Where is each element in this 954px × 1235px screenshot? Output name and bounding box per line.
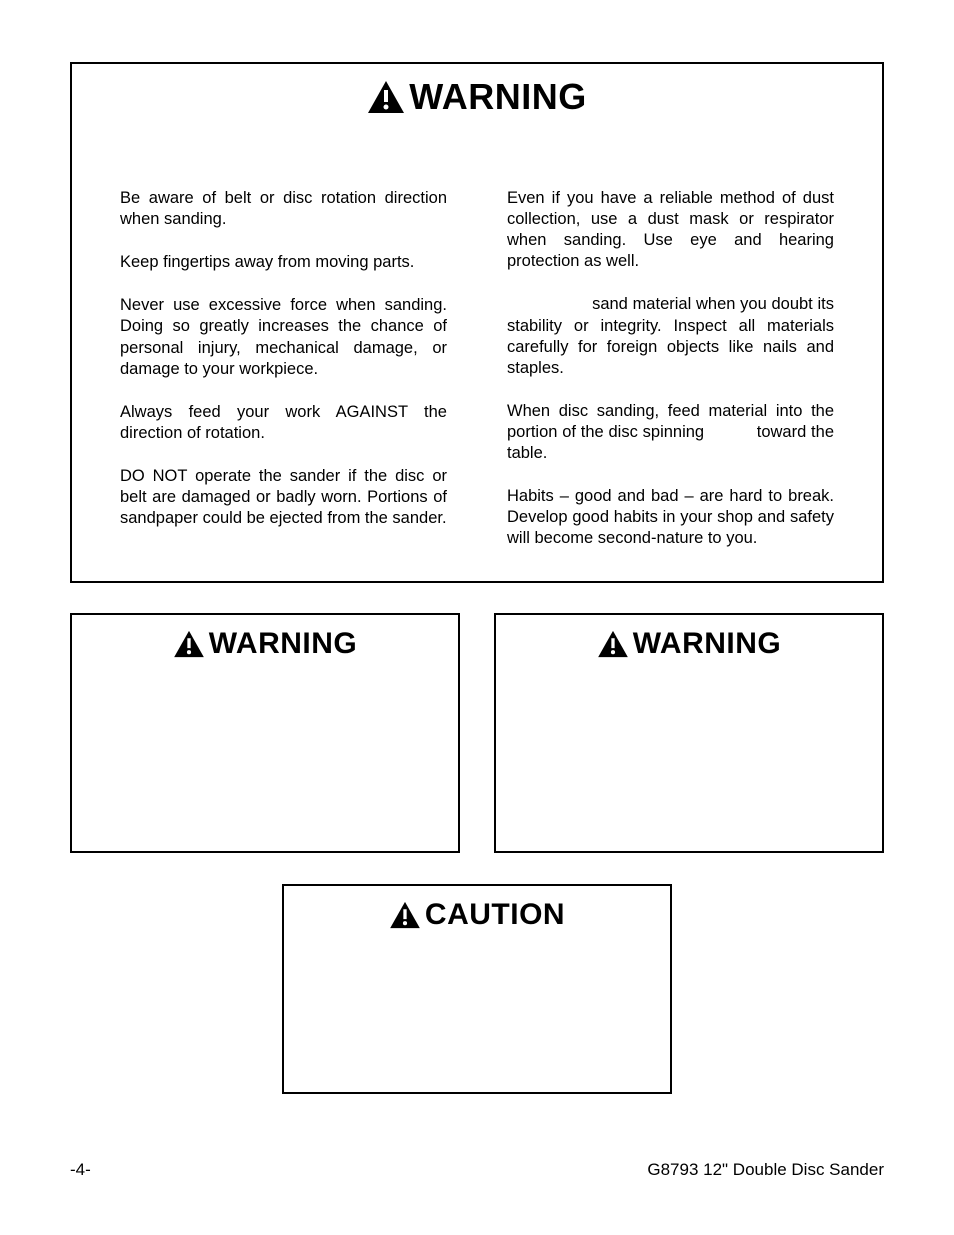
warning-header-main: WARNING (72, 64, 882, 118)
alert-triangle-icon (367, 80, 405, 114)
alert-triangle-icon (389, 901, 421, 929)
warning-box-left: WARNING (70, 613, 460, 853)
manual-page: WARNING Be aware of belt or disc rotatio… (0, 0, 954, 1235)
right-column: Even if you have a reliable method of du… (507, 188, 834, 550)
safety-paragraph: Always feed your work AGAINST the direct… (120, 402, 447, 444)
safety-paragraph: sand material when you doubt its stabili… (507, 294, 834, 378)
safety-paragraph: When disc sanding, feed material into th… (507, 401, 834, 464)
safety-paragraph: Habits – good and bad – are hard to brea… (507, 486, 834, 549)
safety-paragraph: Never use excessive force when sanding. … (120, 295, 447, 379)
caution-header: CAUTION (284, 886, 670, 932)
product-name: G8793 12" Double Disc Sander (647, 1160, 884, 1180)
main-warning-box: WARNING Be aware of belt or disc rotatio… (70, 62, 884, 583)
alert-triangle-icon (173, 630, 205, 658)
safety-paragraph: DO NOT operate the sander if the disc or… (120, 466, 447, 529)
page-footer: -4- G8793 12" Double Disc Sander (70, 1160, 884, 1180)
warning-label: WARNING (209, 627, 358, 661)
warning-header-right: WARNING (496, 615, 882, 661)
safety-paragraph: Be aware of belt or disc rotation direct… (120, 188, 447, 230)
alert-triangle-icon (597, 630, 629, 658)
warning-label: WARNING (633, 627, 782, 661)
warning-box-right: WARNING (494, 613, 884, 853)
warning-label: WARNING (409, 76, 587, 118)
warning-header-left: WARNING (72, 615, 458, 661)
safety-paragraph: Keep fingertips away from moving parts. (120, 252, 447, 273)
left-column: Be aware of belt or disc rotation direct… (120, 188, 447, 550)
safety-paragraph: Even if you have a reliable method of du… (507, 188, 834, 272)
caution-box: CAUTION (282, 884, 672, 1094)
content-columns: Be aware of belt or disc rotation direct… (72, 118, 882, 570)
page-number: -4- (70, 1160, 91, 1180)
caution-label: CAUTION (425, 898, 565, 932)
